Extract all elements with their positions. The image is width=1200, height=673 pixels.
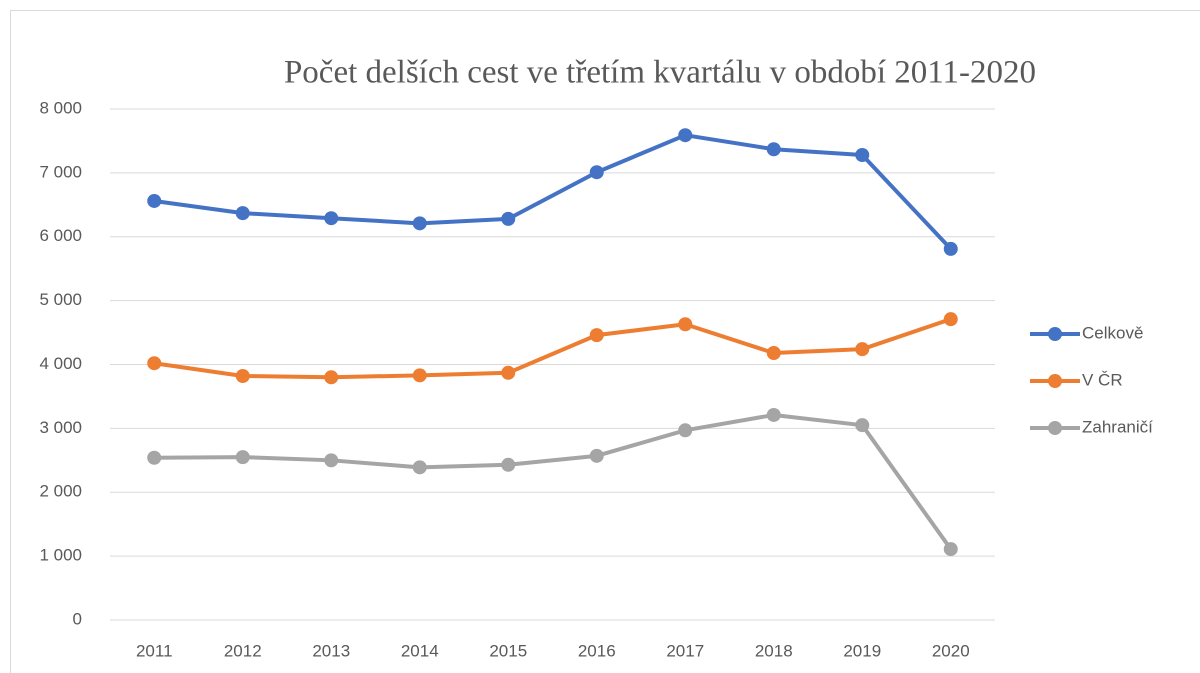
y-tick-label: 8 000 <box>39 98 82 117</box>
y-tick-label: 0 <box>73 609 82 628</box>
data-point <box>235 368 250 383</box>
x-tick-label: 2014 <box>401 641 439 660</box>
data-point <box>147 356 162 371</box>
y-tick-label: 4 000 <box>39 354 82 373</box>
data-point <box>501 457 516 472</box>
data-point <box>412 216 427 231</box>
legend-marker <box>1048 421 1062 435</box>
data-point <box>943 241 958 256</box>
data-point <box>324 370 339 385</box>
data-point <box>766 407 781 422</box>
x-tick-label: 2013 <box>312 641 350 660</box>
x-tick-label: 2015 <box>489 641 527 660</box>
y-tick-label: 7 000 <box>39 162 82 181</box>
legend-label: Celkově <box>1082 323 1143 342</box>
x-tick-label: 2018 <box>755 641 793 660</box>
x-tick-label: 2016 <box>578 641 616 660</box>
y-tick-label: 3 000 <box>39 418 82 437</box>
legend-label: Zahraničí <box>1082 417 1153 436</box>
x-tick-label: 2019 <box>843 641 881 660</box>
chart-title: Počet delších cest ve třetím kvartálu v … <box>284 55 1036 91</box>
data-point <box>855 342 870 357</box>
data-point <box>766 346 781 361</box>
chart-border <box>10 10 1200 673</box>
data-point <box>235 450 250 465</box>
data-point <box>943 542 958 557</box>
data-point <box>589 165 604 180</box>
x-tick-label: 2012 <box>224 641 262 660</box>
data-point <box>501 211 516 226</box>
legend-marker <box>1048 374 1062 388</box>
legend-marker <box>1048 327 1062 341</box>
y-tick-label: 2 000 <box>39 482 82 501</box>
data-point <box>589 328 604 343</box>
data-point <box>678 128 693 143</box>
data-point <box>412 368 427 383</box>
series-line <box>154 412 953 551</box>
x-tick-label: 2011 <box>136 641 173 660</box>
data-point <box>678 423 693 438</box>
data-point <box>855 418 870 433</box>
x-tick-label: 2020 <box>932 641 970 660</box>
data-point <box>589 448 604 463</box>
data-point <box>766 142 781 157</box>
data-point <box>943 312 958 327</box>
data-point <box>678 317 693 332</box>
legend-label: V ČR <box>1082 370 1123 389</box>
y-tick-label: 6 000 <box>39 226 82 245</box>
data-point <box>324 453 339 468</box>
x-tick-label: 2017 <box>666 641 704 660</box>
data-point <box>147 450 162 465</box>
data-point <box>235 206 250 221</box>
data-point <box>855 147 870 162</box>
y-tick-label: 1 000 <box>39 546 82 565</box>
data-point <box>324 211 339 226</box>
data-point <box>501 365 516 380</box>
series-line <box>153 317 952 380</box>
data-point <box>412 460 427 475</box>
y-tick-label: 5 000 <box>39 290 82 309</box>
data-point <box>147 193 162 208</box>
series-line <box>153 133 953 251</box>
